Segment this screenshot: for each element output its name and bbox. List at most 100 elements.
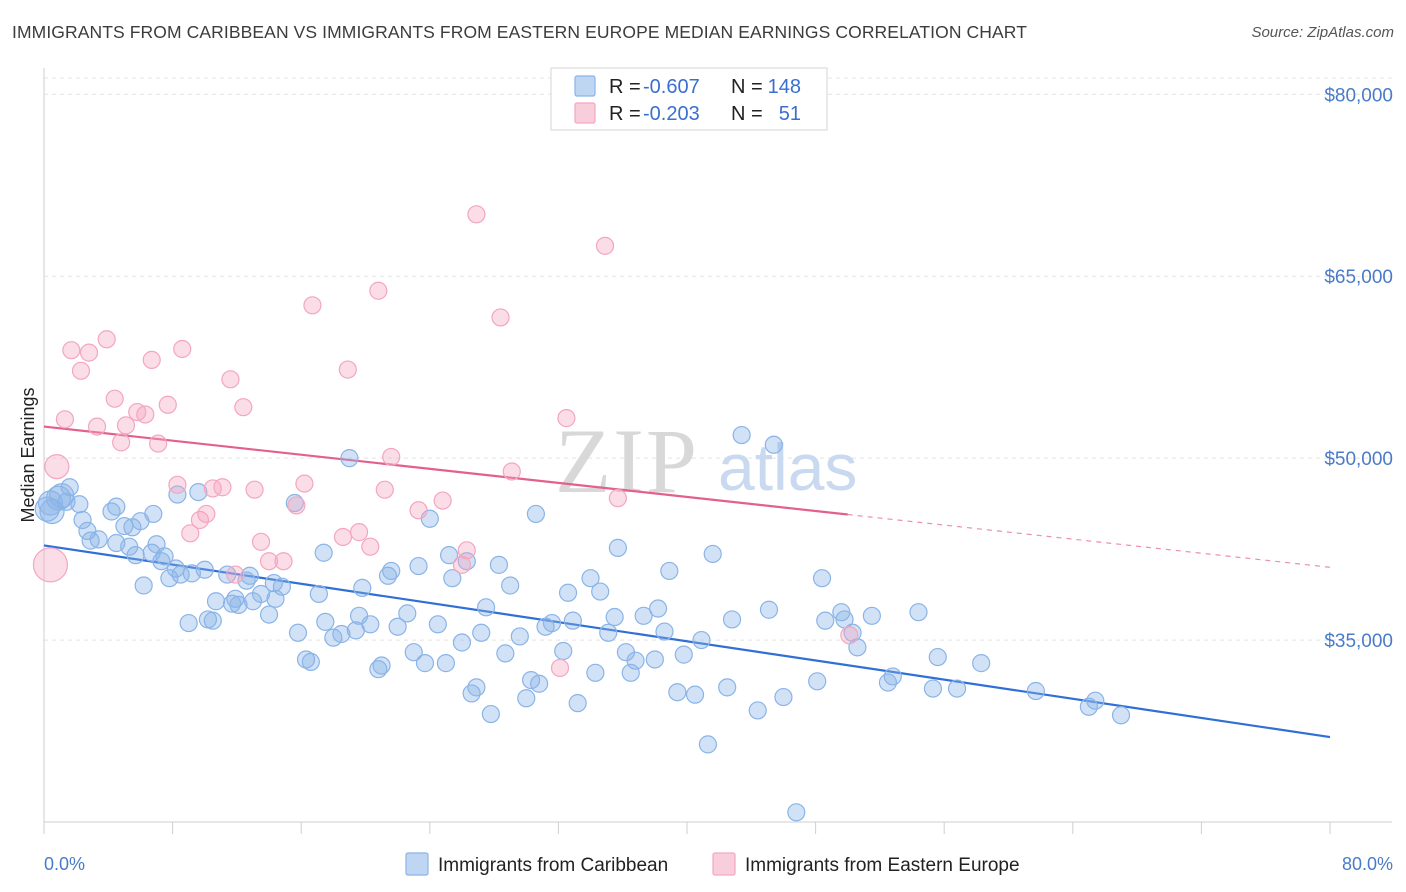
- data-point: [510, 627, 529, 646]
- data-point: [947, 679, 967, 698]
- data-point: [39, 498, 65, 525]
- data-point: [808, 672, 827, 691]
- data-point: [698, 735, 717, 754]
- data-point: [234, 398, 253, 417]
- data-point: [722, 610, 742, 629]
- data-point: [501, 576, 520, 595]
- data-point: [558, 583, 578, 602]
- data-point: [288, 623, 308, 642]
- stats-legend-box: [550, 67, 828, 131]
- data-point: [136, 405, 155, 424]
- data-point: [748, 701, 767, 720]
- data-point: [155, 547, 174, 566]
- data-point: [259, 552, 279, 571]
- data-point: [774, 687, 793, 707]
- data-point: [168, 485, 187, 504]
- data-point: [526, 504, 545, 524]
- data-point: [668, 683, 687, 702]
- data-point: [259, 605, 279, 624]
- legend-r-label: R =: [609, 76, 641, 98]
- data-point: [472, 623, 491, 642]
- data-point: [142, 350, 161, 369]
- legend-n-value: 148: [768, 76, 801, 98]
- y-tick-label: $50,000: [1324, 449, 1393, 470]
- data-point: [181, 524, 200, 543]
- legend-n-value: 51: [779, 103, 801, 125]
- data-point: [530, 674, 549, 693]
- data-point: [481, 704, 500, 724]
- data-point: [126, 546, 145, 565]
- data-point: [361, 615, 380, 634]
- data-point: [467, 205, 486, 224]
- data-point: [972, 654, 991, 673]
- data-point: [816, 611, 835, 630]
- data-point: [295, 474, 314, 493]
- data-point: [605, 607, 624, 627]
- data-point: [489, 555, 509, 574]
- data-point: [862, 606, 881, 625]
- data-point: [197, 504, 216, 524]
- trend-line-extension: [847, 513, 1331, 568]
- data-point: [152, 552, 171, 571]
- data-point: [1111, 706, 1131, 725]
- data-point: [44, 454, 70, 480]
- data-point: [332, 624, 351, 644]
- data-point: [812, 569, 832, 588]
- data-point: [303, 296, 322, 315]
- data-point: [674, 645, 693, 664]
- data-point: [457, 541, 476, 560]
- data-point: [648, 599, 668, 618]
- legend-swatch-eastern-europe: [574, 102, 596, 124]
- data-point: [787, 803, 806, 822]
- data-point: [32, 547, 69, 583]
- data-point: [144, 504, 163, 524]
- data-point: [179, 613, 198, 633]
- legend-r-value: -0.203: [643, 103, 700, 125]
- data-point: [112, 433, 131, 452]
- data-point: [333, 527, 353, 547]
- data-point: [439, 546, 459, 565]
- data-point: [692, 630, 711, 650]
- data-point: [87, 417, 107, 436]
- data-point: [415, 654, 435, 673]
- data-point: [272, 577, 292, 596]
- data-point: [60, 478, 79, 497]
- data-point: [195, 560, 214, 579]
- data-point: [296, 650, 316, 669]
- data-point: [759, 600, 779, 619]
- data-point: [97, 330, 116, 349]
- data-point: [608, 489, 627, 508]
- data-point: [361, 537, 380, 556]
- data-point: [222, 594, 242, 613]
- data-point: [229, 595, 248, 614]
- data-point: [226, 565, 245, 584]
- legend-swatch-eastern-europe: [712, 852, 736, 876]
- data-point: [71, 361, 91, 380]
- data-point: [764, 435, 783, 454]
- data-point: [621, 663, 640, 682]
- data-point: [89, 530, 108, 549]
- legend-n-label: N =: [731, 103, 763, 125]
- data-point: [116, 416, 136, 435]
- data-point: [245, 480, 264, 499]
- data-points: [32, 205, 1131, 822]
- y-tick-label: $35,000: [1324, 631, 1393, 652]
- data-point: [557, 409, 576, 428]
- data-point: [398, 604, 417, 623]
- data-point: [107, 497, 126, 516]
- chart-title: IMMIGRANTS FROM CARIBBEAN VS IMMIGRANTS …: [12, 22, 1027, 42]
- data-point: [591, 582, 610, 601]
- data-point: [388, 617, 407, 636]
- data-point: [428, 615, 447, 634]
- data-point: [55, 410, 74, 429]
- data-point: [581, 569, 600, 588]
- data-point: [160, 569, 179, 588]
- data-point: [608, 538, 627, 557]
- data-point: [563, 611, 582, 630]
- data-point: [105, 389, 124, 408]
- y-tick-labels: $35,000 $50,000 $65,000 $80,000: [1324, 85, 1393, 652]
- data-point: [213, 478, 232, 497]
- data-point: [843, 623, 862, 642]
- data-point: [237, 571, 256, 590]
- data-point: [467, 678, 486, 697]
